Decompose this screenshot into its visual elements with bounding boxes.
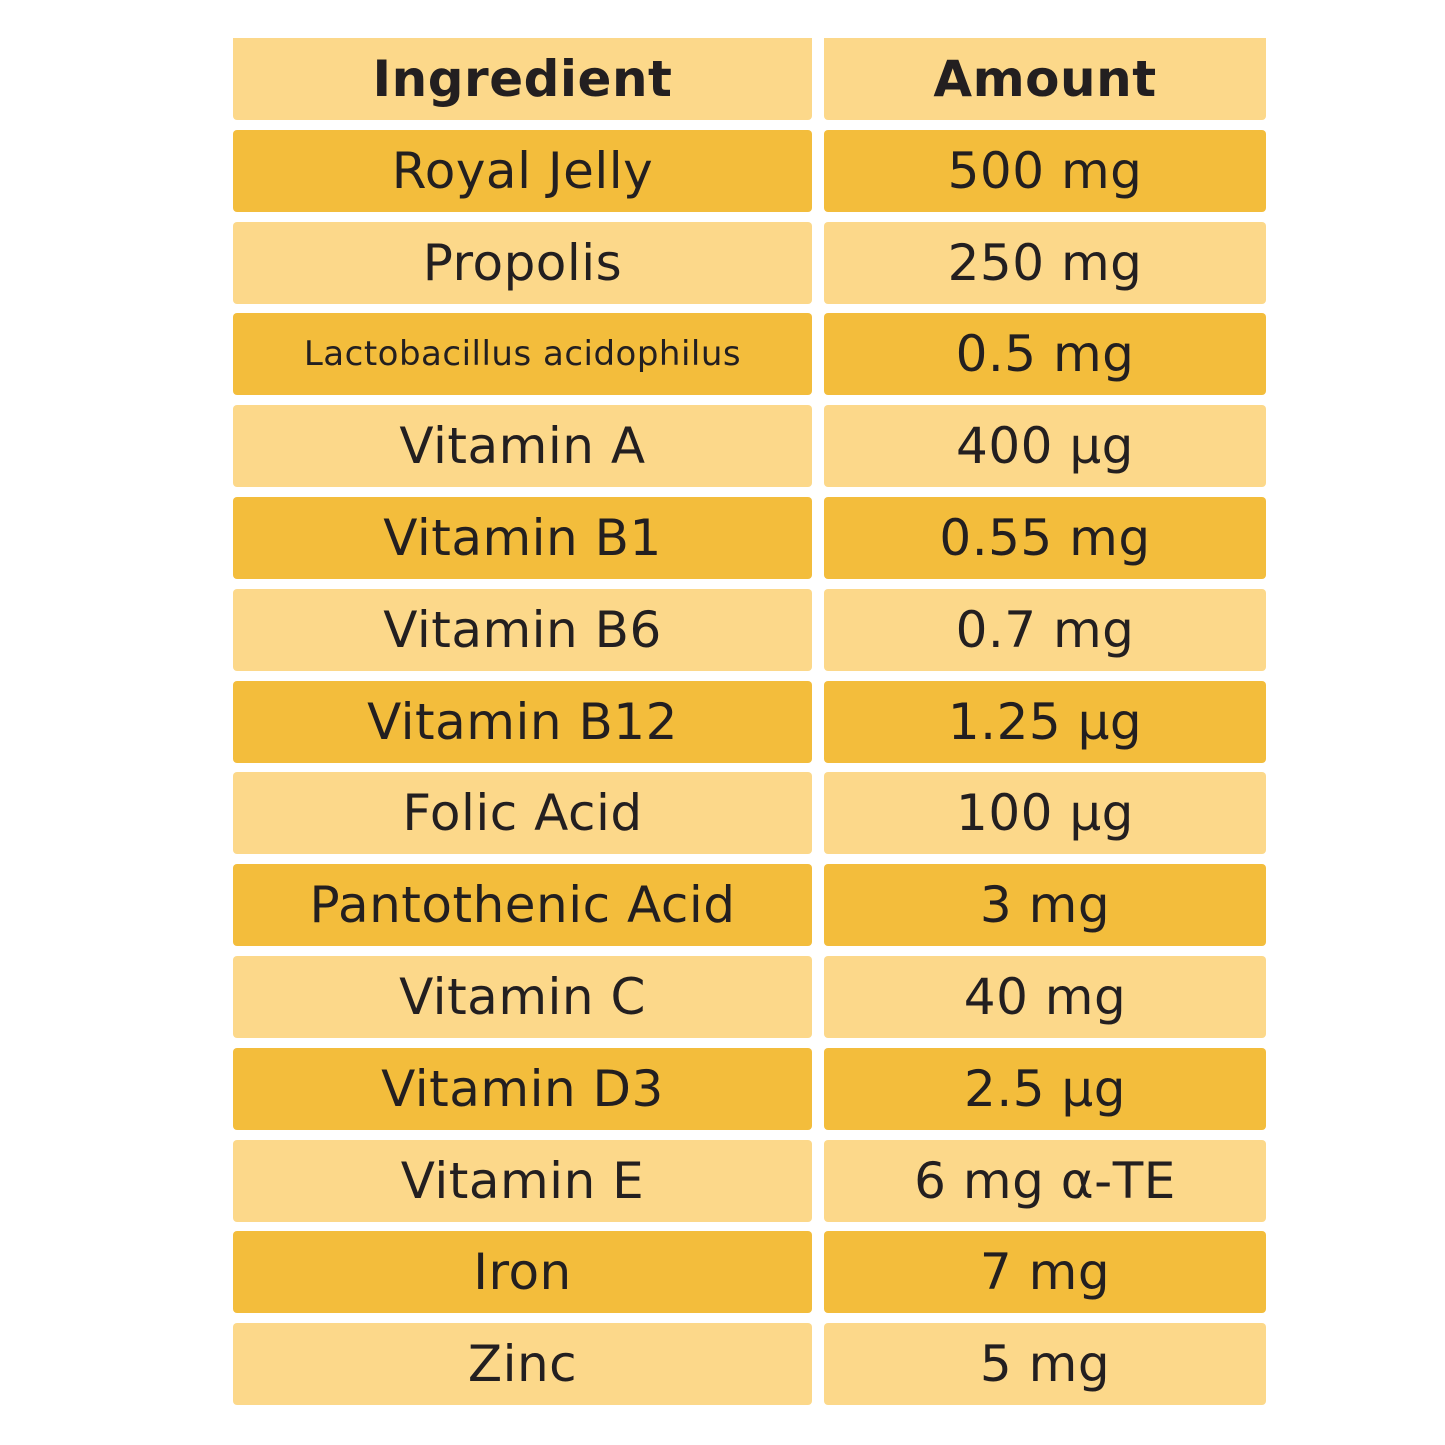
amount-cell: 0.7 mg xyxy=(824,588,1266,671)
table-row: Vitamin D3 2.5 μg xyxy=(233,1047,1266,1130)
ingredient-cell: Vitamin B1 xyxy=(233,496,812,579)
ingredient-cell: Royal Jelly xyxy=(233,129,812,212)
ingredients-table: Ingredient Amount Royal Jelly 500 mg Pro… xyxy=(233,38,1266,1415)
ingredient-cell: Vitamin B6 xyxy=(233,588,812,671)
amount-cell: 40 mg xyxy=(824,955,1266,1038)
ingredient-cell: Vitamin C xyxy=(233,955,812,1038)
table-row: Folic Acid 100 μg xyxy=(233,772,1266,855)
amount-cell: 0.55 mg xyxy=(824,496,1266,579)
amount-cell: 1.25 μg xyxy=(824,680,1266,763)
table-row: Vitamin E 6 mg α-TE xyxy=(233,1139,1266,1222)
ingredient-cell: Vitamin B12 xyxy=(233,680,812,763)
amount-cell: 250 mg xyxy=(824,221,1266,304)
amount-cell: 7 mg xyxy=(824,1231,1266,1314)
amount-cell: 6 mg α-TE xyxy=(824,1139,1266,1222)
ingredient-cell: Lactobacillus acidophilus xyxy=(233,313,812,396)
amount-cell: 3 mg xyxy=(824,864,1266,947)
amount-cell: 5 mg xyxy=(824,1323,1266,1406)
table-row: Pantothenic Acid 3 mg xyxy=(233,864,1266,947)
table-row: Vitamin B1 0.55 mg xyxy=(233,496,1266,579)
ingredient-cell: Vitamin A xyxy=(233,405,812,488)
ingredient-cell: Pantothenic Acid xyxy=(233,864,812,947)
table-row: Propolis 250 mg xyxy=(233,221,1266,304)
table-row: Vitamin B12 1.25 μg xyxy=(233,680,1266,763)
amount-cell: 500 mg xyxy=(824,129,1266,212)
amount-cell: 100 μg xyxy=(824,772,1266,855)
amount-cell: 0.5 mg xyxy=(824,313,1266,396)
header-ingredient: Ingredient xyxy=(233,38,812,120)
table-row: Vitamin B6 0.7 mg xyxy=(233,588,1266,671)
header-amount: Amount xyxy=(824,38,1266,120)
amount-cell: 2.5 μg xyxy=(824,1047,1266,1130)
ingredient-cell: Iron xyxy=(233,1231,812,1314)
ingredient-cell: Vitamin E xyxy=(233,1139,812,1222)
table-row: Vitamin C 40 mg xyxy=(233,955,1266,1038)
table-row: Iron 7 mg xyxy=(233,1231,1266,1314)
table-row: Lactobacillus acidophilus 0.5 mg xyxy=(233,313,1266,396)
table-row: Vitamin A 400 μg xyxy=(233,405,1266,488)
ingredient-cell: Folic Acid xyxy=(233,772,812,855)
table-row: Zinc 5 mg xyxy=(233,1323,1266,1406)
amount-cell: 400 μg xyxy=(824,405,1266,488)
table-header-row: Ingredient Amount xyxy=(233,38,1266,120)
ingredient-cell: Zinc xyxy=(233,1323,812,1406)
ingredient-cell: Propolis xyxy=(233,221,812,304)
table-row: Royal Jelly 500 mg xyxy=(233,129,1266,212)
ingredient-cell: Vitamin D3 xyxy=(233,1047,812,1130)
